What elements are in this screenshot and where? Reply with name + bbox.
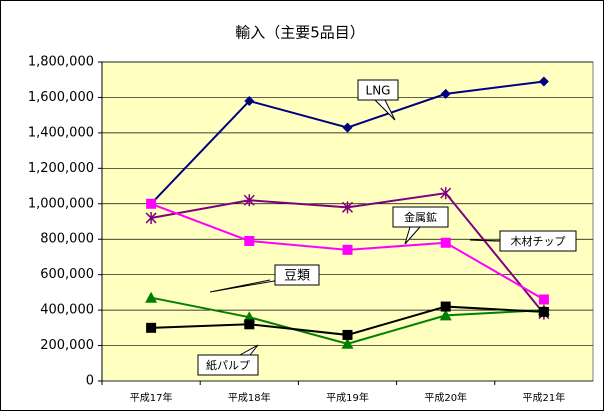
callout-label: 紙パルプ — [206, 358, 250, 372]
y-tick-label: 1,200,000 — [28, 161, 94, 176]
callout-box — [197, 354, 259, 376]
callout-label: 金属鉱 — [404, 210, 437, 224]
y-tick-label: 1,600,000 — [28, 90, 94, 105]
marker — [538, 294, 549, 305]
series — [145, 187, 550, 320]
x-tick-label: 平成19年 — [326, 391, 369, 404]
y-tick-label: 800,000 — [40, 232, 94, 247]
marker — [341, 337, 354, 349]
callout-pointer — [404, 226, 421, 245]
callout-pointer — [374, 99, 396, 121]
marker — [146, 198, 157, 209]
y-tick-label: 1,000,000 — [28, 196, 94, 211]
callout-box — [357, 79, 399, 101]
x-tick-label: 平成17年 — [130, 391, 173, 404]
series — [146, 301, 549, 340]
marker — [145, 291, 158, 303]
marker — [146, 322, 157, 333]
callout-pointer — [469, 239, 506, 242]
marker — [244, 319, 255, 330]
plot-area — [101, 61, 594, 382]
marker — [440, 237, 451, 248]
marker — [440, 301, 451, 312]
marker — [440, 187, 452, 200]
callout-box — [392, 206, 449, 228]
y-tick-label: 0 — [86, 374, 94, 389]
marker — [341, 201, 354, 214]
callout-box — [499, 230, 577, 252]
callout-pointer — [209, 279, 281, 293]
marker — [243, 194, 255, 207]
y-tick-label: 1,800,000 — [28, 55, 94, 70]
chart-title: 輸入（主要5品目） — [235, 24, 365, 42]
marker — [342, 122, 353, 133]
marker — [244, 95, 255, 106]
marker — [538, 306, 549, 317]
y-tick-label: 400,000 — [40, 303, 94, 318]
marker — [342, 244, 353, 255]
y-tick-label: 1,400,000 — [28, 125, 94, 140]
marker — [342, 329, 353, 340]
callout-label: 豆類 — [284, 269, 310, 284]
marker — [439, 309, 452, 321]
callout-box — [274, 264, 320, 286]
marker — [538, 76, 549, 87]
callout-pointer — [239, 344, 259, 356]
callout-label: 木材チップ — [511, 234, 566, 248]
y-tick-label: 200,000 — [40, 338, 94, 353]
x-tick-label: 平成21年 — [523, 391, 566, 404]
callout-label: LNG — [366, 84, 391, 98]
marker — [145, 211, 157, 224]
x-tick-label: 平成18年 — [228, 391, 271, 404]
marker — [244, 235, 255, 246]
x-tick-label: 平成20年 — [424, 391, 467, 404]
marker — [440, 88, 451, 99]
y-tick-label: 600,000 — [40, 267, 94, 282]
series — [146, 198, 549, 305]
